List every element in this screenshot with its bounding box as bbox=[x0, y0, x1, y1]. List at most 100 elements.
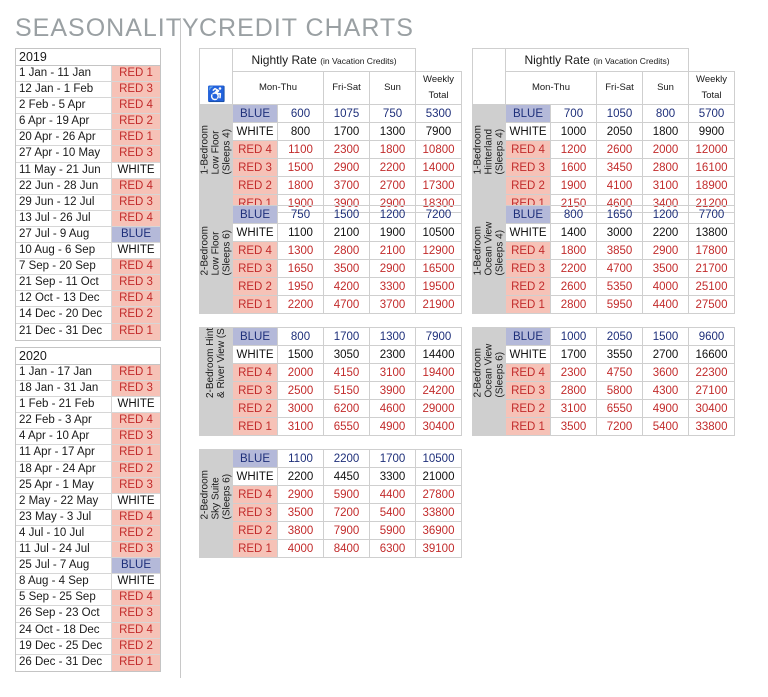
unit-type-line: 2-Bedroom Hinterland bbox=[205, 327, 216, 398]
credit-value: 4400 bbox=[369, 485, 416, 504]
season-date-range: 18 Apr - 24 Apr bbox=[16, 461, 112, 477]
season-date-range: 26 Sep - 23 Oct bbox=[16, 606, 112, 622]
weekly-total-header: Weekly Total bbox=[688, 71, 736, 105]
credit-value: 1600 bbox=[550, 158, 597, 177]
weekly-total-value: 10500 bbox=[415, 449, 462, 468]
season-label: RED 2 bbox=[232, 176, 278, 195]
season-tag: RED 2 bbox=[112, 638, 160, 654]
weekly-total-value: 12900 bbox=[415, 241, 462, 260]
season-tag: WHITE bbox=[112, 243, 160, 259]
season-row: 19 Dec - 25 Dec RED 2 bbox=[16, 638, 160, 655]
credit-value: 4450 bbox=[323, 467, 370, 486]
season-row: 4 Apr - 10 Apr RED 3 bbox=[16, 429, 160, 446]
nightly-rate-label: Nightly Rate bbox=[251, 52, 317, 67]
nightly-rate-header: Nightly Rate (in Vacation Credits) bbox=[231, 48, 417, 72]
total-label: Total bbox=[428, 90, 449, 101]
season-date-range: 2 May - 22 May bbox=[16, 493, 112, 509]
season-label: RED 4 bbox=[505, 140, 551, 159]
credit-value: 2100 bbox=[323, 223, 370, 242]
credit-value: 3100 bbox=[277, 417, 324, 436]
credit-row: RED 3 2500 5150 3900 24200 bbox=[200, 381, 462, 400]
credit-row: RED 4 1200 2600 2000 12000 bbox=[473, 140, 736, 159]
credit-value: 2800 bbox=[550, 381, 597, 400]
credit-row: 1-Bedroom Ocean View (Sleeps 4) BLUE 800 1650… bbox=[472, 205, 735, 314]
credit-value: 5900 bbox=[369, 521, 416, 540]
season-row: 27 Jul - 9 Aug BLUE bbox=[16, 226, 160, 244]
credit-value: 3600 bbox=[642, 363, 689, 382]
credit-row: RED 4 2300 4750 3600 22300 bbox=[473, 363, 735, 382]
season-tag: RED 3 bbox=[112, 275, 160, 291]
season-date-range: 1 Jan - 11 Jan bbox=[16, 66, 112, 82]
unit-type-line: 1-Bedroom bbox=[199, 125, 211, 175]
season-label: BLUE bbox=[232, 205, 278, 224]
unit-type-line: (Sleeps 6) bbox=[494, 351, 506, 398]
credit-value: 4700 bbox=[596, 259, 643, 278]
season-date-range: 14 Dec - 20 Dec bbox=[16, 307, 112, 323]
credit-value: 1800 bbox=[550, 241, 597, 260]
credit-value: 1200 bbox=[642, 205, 689, 224]
nightly-rate-note: (in Vacation Credits) bbox=[593, 55, 670, 66]
unit-type-line: 2-Bedroom bbox=[472, 348, 484, 398]
credit-row: WHITE 1400 3000 2200 13800 bbox=[473, 223, 735, 242]
credit-value: 800 bbox=[277, 122, 324, 141]
credit-row: 2-Bedroom Low Floor (Sleeps 6) BLUE 750 1500 1… bbox=[199, 205, 462, 314]
credit-row: WHITE 800 1700 1300 7900 bbox=[200, 122, 463, 141]
credit-value: 5800 bbox=[596, 381, 643, 400]
season-date-range: 8 Aug - 4 Sep bbox=[16, 574, 112, 590]
credit-value: 5150 bbox=[323, 381, 370, 400]
credit-value: 1950 bbox=[277, 277, 324, 296]
credit-value: 5900 bbox=[323, 485, 370, 504]
season-tag: RED 4 bbox=[112, 259, 160, 275]
weekly-total-value: 30400 bbox=[688, 399, 735, 418]
season-label: WHITE bbox=[505, 122, 551, 141]
credit-value: 3500 bbox=[277, 503, 324, 522]
credit-value: 2200 bbox=[277, 295, 324, 314]
credit-value: 800 bbox=[641, 104, 690, 123]
credit-row: RED 4 1800 3850 2900 17800 bbox=[473, 241, 735, 260]
weekly-total-value: 33800 bbox=[688, 417, 735, 436]
weekly-total-value: 18900 bbox=[688, 176, 736, 195]
season-row: 22 Feb - 3 Apr RED 4 bbox=[16, 413, 160, 430]
credit-value: 5400 bbox=[369, 503, 416, 522]
season-tag: WHITE bbox=[112, 162, 160, 178]
season-tag: RED 2 bbox=[112, 461, 160, 477]
credit-value: 3550 bbox=[596, 345, 643, 364]
weekly-total-value: 16500 bbox=[415, 259, 462, 278]
rate-column-header: Mon-Thu bbox=[505, 71, 597, 105]
credit-row: 1-Bedroom Low Floor (Sleeps 4) BLUE 600 1075 7… bbox=[199, 104, 463, 213]
credit-value: 1200 bbox=[550, 140, 597, 159]
season-label: RED 4 bbox=[505, 363, 551, 382]
credit-value: 2100 bbox=[369, 241, 416, 260]
unit-type-text: 1-Bedroom Low Floor (Sleeps 4) bbox=[199, 125, 232, 175]
credit-value: 2200 bbox=[368, 158, 417, 177]
credit-value: 2200 bbox=[642, 223, 689, 242]
weekly-total-value: 7200 bbox=[415, 205, 462, 224]
weekly-total-value: 19500 bbox=[415, 277, 462, 296]
credit-row: 2-Bedroom Ocean View (Sleeps 6) BLUE 1000 205… bbox=[472, 327, 735, 436]
season-date-range: 26 Dec - 31 Dec bbox=[16, 654, 112, 671]
column-divider bbox=[180, 18, 181, 678]
credit-value: 6200 bbox=[323, 399, 370, 418]
credit-table: 2-Bedroom Ocean View (Sleeps 6) BLUE 1000 205… bbox=[472, 327, 735, 436]
season-label: RED 4 bbox=[232, 241, 278, 260]
credit-value: 3100 bbox=[369, 363, 416, 382]
credit-value: 7200 bbox=[596, 417, 643, 436]
season-row: 12 Jan - 1 Feb RED 3 bbox=[16, 82, 160, 99]
weekly-total-value: 10500 bbox=[415, 223, 462, 242]
season-tag: RED 4 bbox=[112, 210, 160, 226]
credit-value: 1500 bbox=[642, 327, 689, 346]
season-date-range: 4 Jul - 10 Jul bbox=[16, 525, 112, 542]
season-label: RED 2 bbox=[232, 521, 278, 540]
weekly-total-value: 9600 bbox=[688, 327, 735, 346]
season-tag: RED 1 bbox=[112, 323, 160, 340]
credit-value: 6300 bbox=[369, 539, 416, 558]
season-tag: RED 3 bbox=[112, 82, 160, 98]
unit-type-label: 2-Bedroom Sky Suite (Sleeps 6) bbox=[199, 449, 233, 558]
weekly-total-value: 7700 bbox=[688, 205, 735, 224]
weekly-total-value: 27800 bbox=[415, 485, 462, 504]
credit-value: 5350 bbox=[596, 277, 643, 296]
season-date-range: 20 Apr - 26 Apr bbox=[16, 130, 112, 146]
season-tag: RED 4 bbox=[112, 590, 160, 606]
credit-value: 4600 bbox=[369, 399, 416, 418]
credit-value: 700 bbox=[550, 104, 597, 123]
